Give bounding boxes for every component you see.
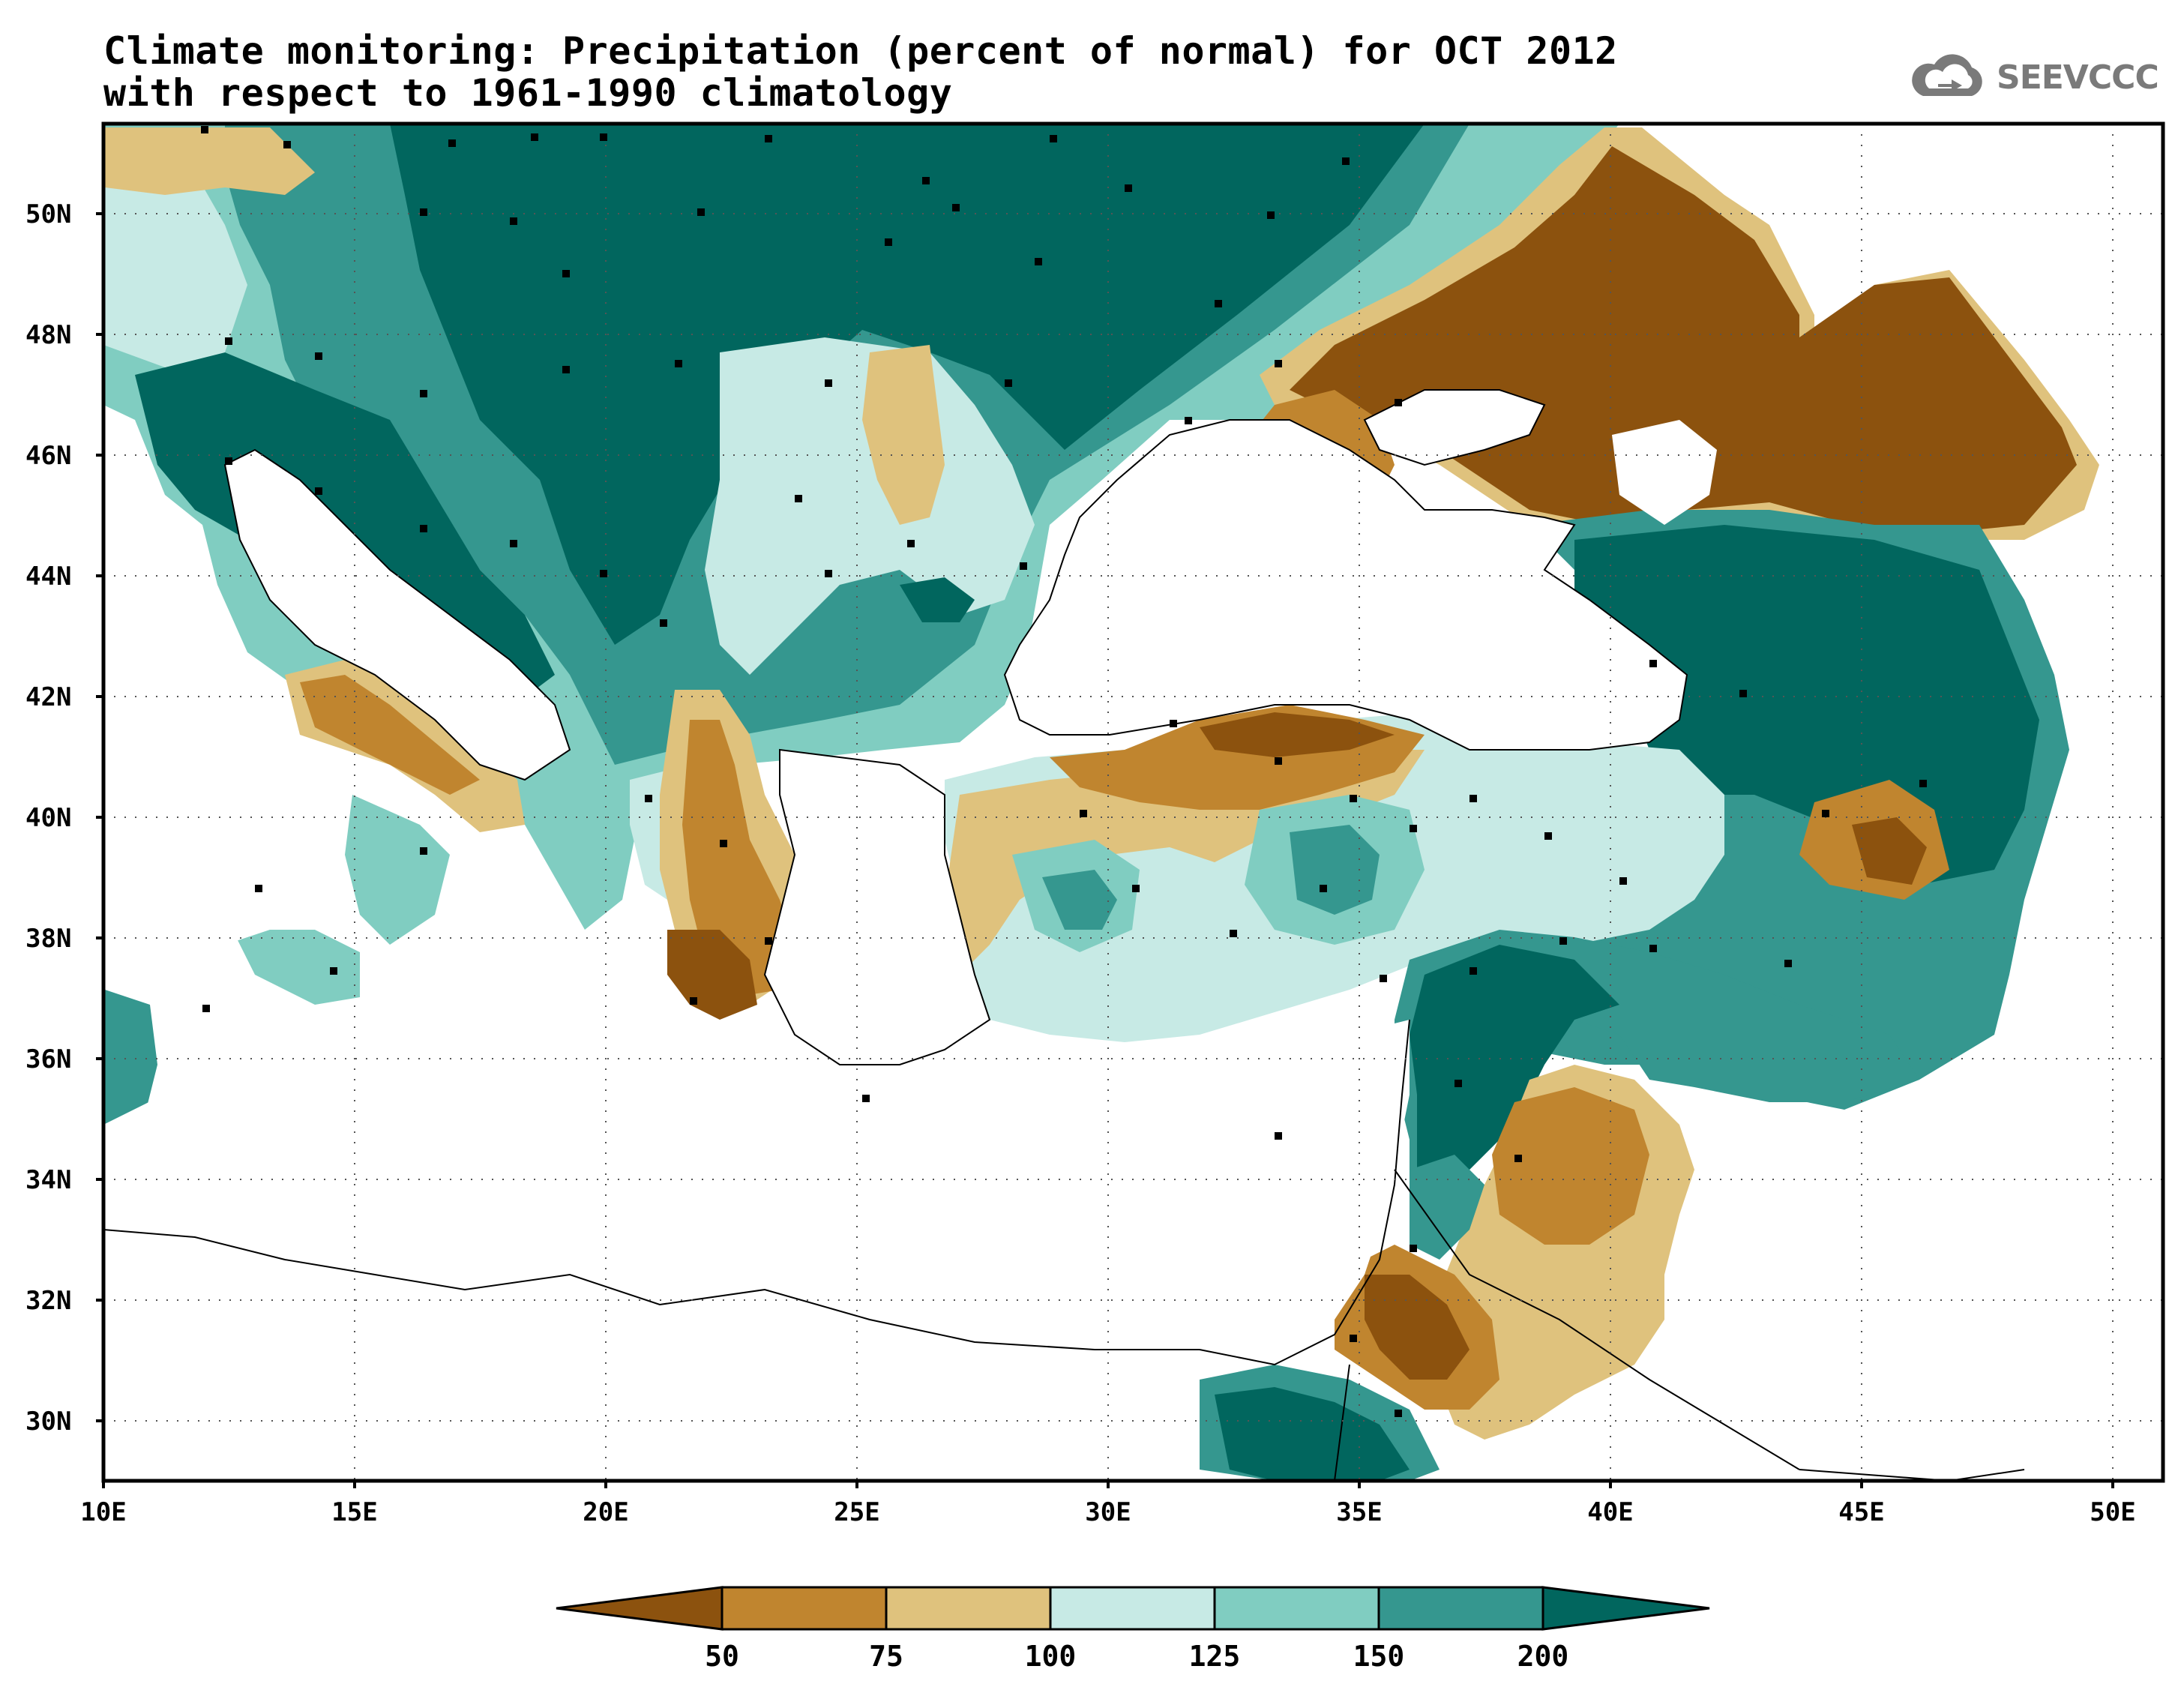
- precip-field: [103, 124, 2099, 1481]
- colorbar-label-100: 100: [1025, 1640, 1077, 1673]
- adriatic-sea: [223, 448, 571, 781]
- tyrrhenian-sea: [103, 660, 345, 975]
- chart-title-line2: with respect to 1961-1990 climatology: [103, 71, 953, 115]
- colorbar-swatch-gt200: [1541, 1586, 1710, 1631]
- lat-label-38n: 38N: [25, 924, 71, 954]
- colorbar-label-150: 150: [1353, 1640, 1405, 1673]
- lon-label-20e: 20E: [583, 1497, 628, 1527]
- lon-label-45e: 45E: [1838, 1497, 1884, 1527]
- colorbar-label-50: 50: [705, 1640, 739, 1673]
- colorbar-swatch-100-125: [1049, 1586, 1216, 1631]
- lat-label-42n: 42N: [25, 682, 71, 712]
- chart-title-line1: Climate monitoring: Precipitation (perce…: [103, 29, 1618, 73]
- region-greece-50-75: [682, 720, 795, 997]
- lat-label-44n: 44N: [25, 562, 71, 592]
- region-caucasus-gt200: [1574, 525, 2039, 885]
- aegean-sea: [763, 748, 991, 1065]
- colorbar-swatch-125-150: [1213, 1586, 1380, 1631]
- lon-label-50e: 50E: [2090, 1497, 2135, 1527]
- region-turkey-central-150-200: [1290, 825, 1380, 915]
- lon-label-15e: 15E: [331, 1497, 377, 1527]
- colorbar: [556, 1586, 1710, 1631]
- lat-label-40n: 40N: [25, 803, 71, 833]
- region-italy-south-125-150: [345, 795, 450, 945]
- logo-text: SEEVCCC: [1997, 58, 2159, 97]
- region-sicily-125-150: [232, 930, 360, 1005]
- cloud-icon: [1912, 54, 1982, 96]
- seevccc-logo: SEEVCCC: [1908, 51, 2159, 103]
- lon-label-30e: 30E: [1085, 1497, 1131, 1527]
- lon-label-10e: 10E: [80, 1497, 126, 1527]
- lat-label-30n: 30N: [25, 1407, 71, 1437]
- region-sinai-gt200: [1215, 1387, 1410, 1481]
- region-northwest-100-125: [103, 172, 247, 367]
- caspian-gap: [1612, 420, 1717, 525]
- lat-label-32n: 32N: [25, 1286, 71, 1316]
- region-northwest-75-100: [105, 127, 315, 195]
- axis-ticks: [96, 212, 2114, 1488]
- colorbar-swatch-lt50: [556, 1586, 724, 1631]
- lat-label-48n: 48N: [25, 320, 71, 350]
- region-levant-150-200: [1410, 1155, 1484, 1260]
- region-syria-gt200: [1410, 945, 1619, 1215]
- region-europe-gt200: [390, 124, 1425, 645]
- colorbar-swatch-50-75: [721, 1586, 888, 1631]
- colorbar-label-75: 75: [869, 1640, 903, 1673]
- lat-label-46n: 46N: [25, 441, 71, 471]
- colorbar-swatch-75-100: [885, 1586, 1052, 1631]
- region-jordan-lt50: [1365, 1275, 1469, 1380]
- colorbar-label-200: 200: [1517, 1640, 1569, 1673]
- mediterranean-sea: [103, 975, 1410, 1350]
- lon-label-25e: 25E: [834, 1497, 879, 1527]
- region-turkey-north-lt50: [1200, 712, 1395, 757]
- region-bulgaria-gt200: [900, 577, 975, 622]
- colorbar-swatch-150-200: [1377, 1586, 1544, 1631]
- colorbar-label-125: 125: [1189, 1640, 1241, 1673]
- region-turkey-75-100: [945, 742, 1425, 975]
- graticule: [103, 124, 2163, 1481]
- lat-label-34n: 34N: [25, 1165, 71, 1195]
- region-sardinia-150-200: [105, 990, 157, 1125]
- region-italy-50-75: [300, 675, 480, 795]
- plot-frame: [101, 121, 2165, 1483]
- region-turkey-west-150-200: [1042, 870, 1117, 930]
- region-armenia-lt50: [1852, 817, 1927, 885]
- lat-label-36n: 36N: [25, 1044, 71, 1074]
- region-romania-75-100: [862, 345, 945, 525]
- lon-label-35e: 35E: [1336, 1497, 1382, 1527]
- black-sea: [1003, 419, 1688, 751]
- station-markers: [201, 126, 1927, 1417]
- sea-mask: [103, 389, 1717, 1350]
- lat-label-50n: 50N: [25, 199, 71, 229]
- lon-label-40e: 40E: [1587, 1497, 1633, 1527]
